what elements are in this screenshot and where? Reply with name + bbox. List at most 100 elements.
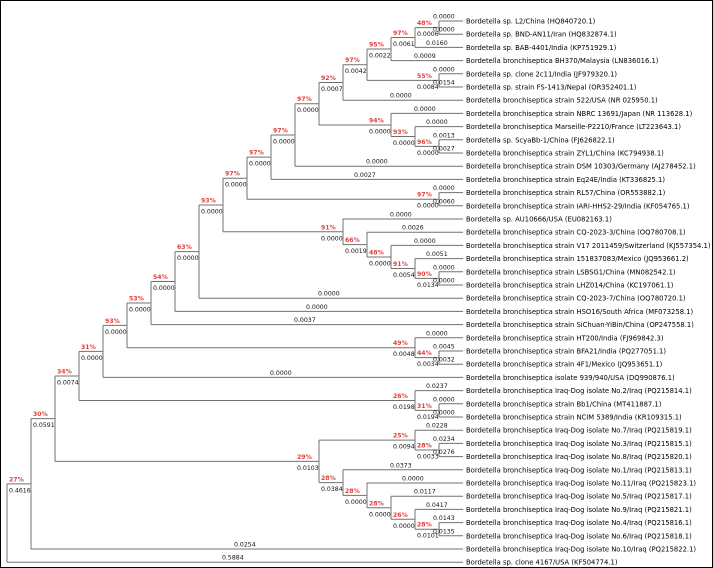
support-value: 29% [297,454,312,461]
support-value: 44% [417,350,432,357]
support-value: 31% [81,344,96,351]
branch-length-value: 0.0000 [433,27,455,34]
branch-length-value: 0.0000 [153,285,175,292]
support-value: 25% [393,433,408,440]
support-value: 97% [393,30,408,37]
taxon-label: Bordetella bronchiseptica Iraq-Dog isola… [466,546,696,554]
branch-length-value: 0.0000 [402,476,424,483]
support-value: 95% [369,42,384,49]
branch-length-value: 0.0000 [433,264,455,271]
support-value: 49% [393,340,408,347]
taxon-label: Bordetella sp. clone 4167/USA (KF504774.… [466,559,618,567]
branch-length-value: 0.0234 [433,436,455,443]
taxon-label: Bordetella bronchiseptica strain HSO16/S… [466,308,694,316]
taxon-label: Bordetella bronchiseptica Iraq-Dog isola… [466,480,696,488]
taxon-label: Bordetella bronchiseptica Iraq-Dog isola… [466,387,692,395]
taxon-label: Bordetella bronchiseptica strain 522/USA… [466,97,658,105]
taxon-label: Bordetella bronchiseptica strain CQ-2023… [466,295,686,303]
taxon-label: Bordetella bronchiseptica strain BFA21/I… [466,348,666,356]
branch-length-value: 0.0000 [249,161,271,168]
support-value: 53% [129,296,144,303]
branch-length-value: 0.0384 [321,486,343,493]
support-value: 97% [417,192,432,199]
branch-length-value: 0.0034 [417,361,439,368]
taxon-label: Bordetella sp. strain FS-1413/Nepal (OR3… [466,84,637,92]
taxon-label: Bordetella bronchiseptica strain Eq24E/I… [466,176,665,184]
branch-length-value: 0.0000 [426,119,448,126]
branch-length-value: 0.0000 [201,208,223,215]
branch-length-value: 0.0000 [369,511,391,518]
branch-length-value: 0.0045 [433,344,455,351]
branch-length-value: 0.0254 [234,542,256,549]
branch-length-value: 0.5884 [222,555,244,562]
support-value: 97% [345,57,360,64]
branch-length-value: 0.0074 [57,379,79,386]
branch-length-value: 0.0094 [393,444,415,451]
branch-length-value: 0.0009 [414,53,436,60]
branch-length-value: 0.0000 [393,140,415,147]
taxon-label: Bordetella bronchiseptica strain NCIM 53… [466,414,682,422]
branch-length-value: 0.0154 [433,80,455,87]
branch-length-value: 0.0013 [433,132,455,139]
branch-length-value: 0.0000 [273,138,295,145]
branch-length-value: 0.0037 [294,317,316,324]
taxon-label: Bordetella bronchiseptica strain 1518370… [466,255,689,263]
branch-length-value: 0.0006 [417,31,439,38]
branch-length-value: 0.0000 [369,260,391,267]
taxon-label: Bordetella bronchiseptica Iraq-Dog isola… [466,466,692,474]
taxon-label: Bordetella bronchiseptica Marseille-P221… [466,123,681,131]
taxon-label: Bordetella bronchiseptica BH370/Malaysia… [466,57,659,65]
taxon-label: Bordetella bronchiseptica strain Bb1/Chi… [466,400,662,408]
branch-length-value: 0.0000 [369,128,391,135]
branch-length-value: 0.0160 [426,40,448,47]
branch-length-value: 0.0000 [177,255,199,262]
branch-length-value: 0.0134 [417,282,439,289]
taxon-label: Bordetella bronchiseptica Iraq-Dog isola… [466,519,692,527]
branch-length-value: 0.0000 [393,523,415,530]
taxon-label: Bordetella sp. BND-AN11/Iran (HQ832874.1… [466,31,617,39]
support-value: 96% [417,139,432,146]
branch-length-value: 0.0135 [433,528,455,535]
taxon-label: Bordetella bronchiseptica strain NBRC 13… [466,110,693,118]
support-value: 48% [417,20,432,27]
taxon-label: Bordetella bronchiseptica strain SiChuan… [466,321,694,329]
taxon-label: Bordetella bronchiseptica strain HT200/I… [466,334,664,342]
branch-length-value: 0.0000 [225,182,247,189]
taxon-label: Bordetella bronchiseptica isolate 939/94… [466,374,675,382]
branch-length-value: 0.0000 [414,238,436,245]
branch-length-value: 0.0060 [433,198,455,205]
branch-length-value: 0.0000 [433,14,455,21]
support-value: 91% [321,224,336,231]
branch-length-value: 0.0591 [33,422,55,429]
support-value: 55% [417,73,432,80]
branch-length-value: 0.0007 [321,86,343,93]
branch-length-value: 0.0198 [393,404,415,411]
taxon-label: Bordetella bronchiseptica Iraq-Dog isola… [466,453,692,461]
support-value: 93% [201,197,216,204]
support-value: 97% [273,127,288,134]
taxon-label: Bordetella bronchiseptica Iraq-Dog isola… [466,532,692,540]
taxon-label: Bordetella bronchiseptica strain DSM 103… [466,163,696,171]
branch-length-value: 0.0276 [433,449,455,456]
branch-length-value: 0.0373 [390,462,412,469]
taxon-label: Bordetella sp. L2/China (HQ840720.1) [466,18,596,26]
branch-length-value: 0.0019 [345,248,367,255]
branch-length-value: 0.0117 [414,489,436,496]
branch-length-value: 0.0101 [417,533,439,540]
branch-length-value: 0.0054 [393,272,415,279]
branch-length-value: 0.4616 [9,487,31,494]
taxon-label: Bordetella bronchiseptica strain LHZ014/… [466,282,674,290]
taxon-label: Bordetella sp. ScyaBb-1/China (FJ626822.… [466,136,615,144]
support-value: 97% [249,150,264,157]
branch-length-value: 0.0000 [433,278,455,285]
support-value: 97% [297,96,312,103]
branch-length-value: 0.0000 [129,307,151,314]
support-value: 28% [321,475,336,482]
support-value: 28% [369,500,384,507]
branch-length-value: 0.0228 [426,423,448,430]
branch-length-value: 0.0000 [345,499,367,506]
branch-length-value: 0.0032 [433,357,455,364]
branch-length-value: 0.0027 [433,146,455,153]
